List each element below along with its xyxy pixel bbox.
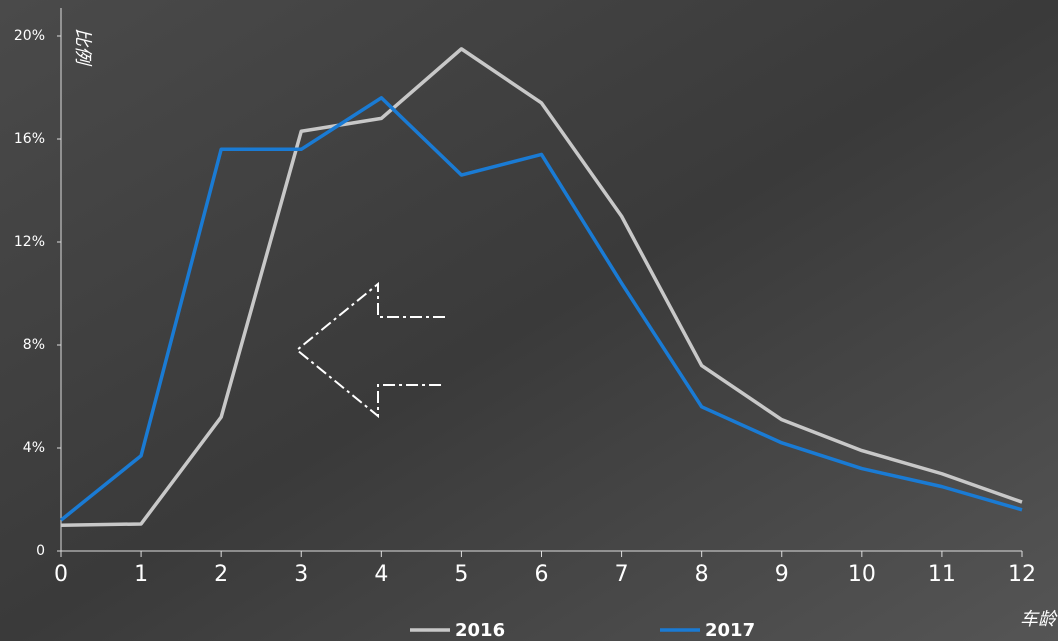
x-tick-label: 12: [1008, 562, 1036, 587]
x-tick-label: 8: [695, 562, 709, 587]
x-tick-label: 1: [134, 562, 148, 587]
x-tick-label: 2: [214, 562, 228, 587]
y-tick-label: 12%: [14, 234, 45, 250]
x-tick-label: 10: [848, 562, 876, 587]
x-tick-label: 11: [928, 562, 956, 587]
x-tick-label: 4: [374, 562, 388, 587]
y-tick-label: 4%: [23, 440, 45, 456]
x-tick-label: 7: [615, 562, 629, 587]
x-axis-label: 车龄: [1020, 609, 1058, 630]
y-tick-label: 0: [36, 543, 45, 559]
y-tick-label: 8%: [23, 337, 45, 353]
x-tick-label: 5: [454, 562, 468, 587]
x-tick-label: 3: [294, 562, 308, 587]
y-tick-label: 20%: [14, 28, 45, 44]
y-tick-label: 16%: [14, 131, 45, 147]
x-tick-label: 9: [775, 562, 789, 587]
legend-label: 2017: [705, 620, 755, 641]
x-tick-label: 0: [54, 562, 68, 587]
chart: 比例 车龄 04%8%12%16%20%01234567891011122016…: [0, 0, 1058, 641]
y-axis-label: 比例: [72, 28, 93, 67]
legend-label: 2016: [455, 620, 505, 641]
x-tick-label: 6: [535, 562, 549, 587]
